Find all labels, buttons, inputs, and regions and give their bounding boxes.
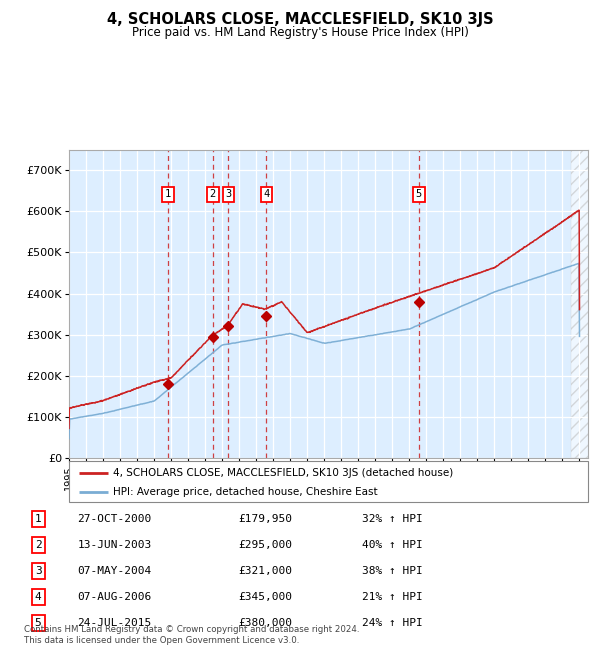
Text: 27-OCT-2000: 27-OCT-2000 xyxy=(77,514,152,524)
Text: 07-AUG-2006: 07-AUG-2006 xyxy=(77,592,152,602)
Text: 4: 4 xyxy=(263,189,269,200)
Text: 4: 4 xyxy=(35,592,41,602)
Text: 4, SCHOLARS CLOSE, MACCLESFIELD, SK10 3JS (detached house): 4, SCHOLARS CLOSE, MACCLESFIELD, SK10 3J… xyxy=(113,468,454,478)
Bar xyxy=(571,150,600,458)
Text: 4, SCHOLARS CLOSE, MACCLESFIELD, SK10 3JS: 4, SCHOLARS CLOSE, MACCLESFIELD, SK10 3J… xyxy=(107,12,493,27)
Text: 5: 5 xyxy=(416,189,422,200)
Text: 24-JUL-2015: 24-JUL-2015 xyxy=(77,618,152,628)
Text: 38% ↑ HPI: 38% ↑ HPI xyxy=(362,566,423,576)
Text: 5: 5 xyxy=(35,618,41,628)
Text: 1: 1 xyxy=(165,189,172,200)
Text: HPI: Average price, detached house, Cheshire East: HPI: Average price, detached house, Ches… xyxy=(113,487,378,497)
Text: 3: 3 xyxy=(225,189,232,200)
FancyBboxPatch shape xyxy=(69,462,588,502)
Text: 07-MAY-2004: 07-MAY-2004 xyxy=(77,566,152,576)
Text: 3: 3 xyxy=(35,566,41,576)
Text: Contains HM Land Registry data © Crown copyright and database right 2024.
This d: Contains HM Land Registry data © Crown c… xyxy=(24,625,359,645)
Text: 1: 1 xyxy=(35,514,41,524)
Text: £345,000: £345,000 xyxy=(238,592,292,602)
Text: £295,000: £295,000 xyxy=(238,540,292,550)
Text: 13-JUN-2003: 13-JUN-2003 xyxy=(77,540,152,550)
Text: 2: 2 xyxy=(35,540,41,550)
Text: Price paid vs. HM Land Registry's House Price Index (HPI): Price paid vs. HM Land Registry's House … xyxy=(131,26,469,39)
Text: 40% ↑ HPI: 40% ↑ HPI xyxy=(362,540,423,550)
Text: 21% ↑ HPI: 21% ↑ HPI xyxy=(362,592,423,602)
Text: 2: 2 xyxy=(209,189,216,200)
Text: 32% ↑ HPI: 32% ↑ HPI xyxy=(362,514,423,524)
Text: £380,000: £380,000 xyxy=(238,618,292,628)
Text: £179,950: £179,950 xyxy=(238,514,292,524)
Text: £321,000: £321,000 xyxy=(238,566,292,576)
Text: 24% ↑ HPI: 24% ↑ HPI xyxy=(362,618,423,628)
